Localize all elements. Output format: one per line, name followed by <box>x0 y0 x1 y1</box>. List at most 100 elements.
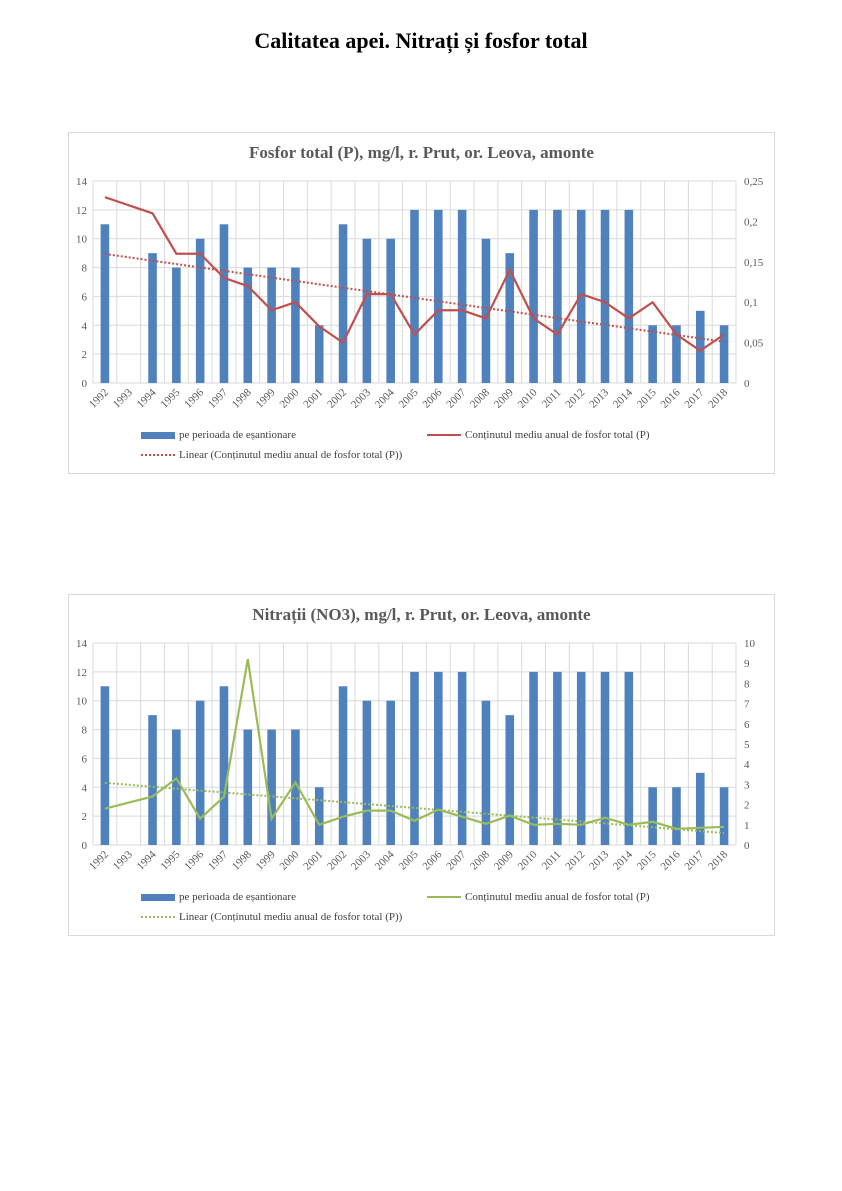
legend-label: Conținutul mediu anual de fosfor total (… <box>465 891 650 903</box>
left-tick-label: 12 <box>76 205 87 217</box>
x-tick-label: 2002 <box>325 387 349 411</box>
bar-2003 <box>362 700 372 845</box>
x-tick-label: 1997 <box>206 848 230 872</box>
x-tick-label: 2015 <box>635 386 659 410</box>
bar-2018 <box>719 325 729 383</box>
right-tick-label: 1 <box>744 820 750 832</box>
bar-2018 <box>719 787 729 845</box>
trend-line <box>104 781 725 835</box>
bar-2008 <box>481 700 491 845</box>
bar-1992 <box>100 224 110 383</box>
legend-bars: pe perioada de eșantionare <box>141 891 296 903</box>
right-tick-label: 0,15 <box>744 257 764 269</box>
x-tick-label: 2011 <box>540 387 564 411</box>
x-tick-label: 1998 <box>230 848 254 872</box>
x-tick-label: 1993 <box>111 848 135 872</box>
right-tick-label: 9 <box>744 658 750 670</box>
x-tick-label: 2008 <box>468 386 492 410</box>
x-tick-label: 2012 <box>563 387 587 411</box>
x-tick-label: 2013 <box>587 386 611 410</box>
x-tick-label: 1998 <box>230 386 254 410</box>
bar-2004 <box>386 700 395 845</box>
bar-2009 <box>505 253 515 383</box>
x-tick-label: 2006 <box>420 848 444 872</box>
x-tick-label: 1995 <box>158 386 182 410</box>
x-tick-label: 2006 <box>420 386 444 410</box>
bar-2000 <box>291 729 300 845</box>
bar-2014 <box>624 209 634 383</box>
x-tick-label: 2007 <box>444 386 468 410</box>
legend-swatch-line <box>427 434 461 436</box>
trend-line <box>104 252 725 343</box>
bar-2002 <box>338 686 348 845</box>
bar-2001 <box>314 787 324 845</box>
bar-2006 <box>434 209 443 383</box>
x-tick-label: 2011 <box>540 849 564 873</box>
x-tick-label: 2009 <box>492 848 516 872</box>
left-tick-label: 8 <box>82 263 88 275</box>
right-tick-label: 8 <box>744 678 750 690</box>
bar-2011 <box>553 671 562 845</box>
bar-1998 <box>243 267 253 383</box>
bar-2011 <box>553 209 562 383</box>
legend-swatch-bars <box>141 431 175 439</box>
bar-1994 <box>148 253 157 383</box>
right-tick-label: 0,05 <box>744 338 764 350</box>
chart-title: Fosfor total (P), mg/l, r. Prut, or. Leo… <box>249 143 594 162</box>
bar-2015 <box>648 787 657 845</box>
bar-2005 <box>410 209 419 383</box>
x-tick-label: 2017 <box>682 848 706 872</box>
legend-bars: pe perioada de eșantionare <box>141 429 296 441</box>
x-tick-label: 2002 <box>325 849 349 873</box>
bar-1992 <box>100 686 110 845</box>
legend-label: Linear (Conținutul mediu anual de fosfor… <box>179 449 403 461</box>
left-tick-label: 6 <box>82 291 88 303</box>
right-tick-label: 0 <box>744 840 750 852</box>
x-tick-label: 2005 <box>397 848 421 872</box>
legend-trend: Linear (Conținutul mediu anual de fosfor… <box>141 449 402 461</box>
bar-2012 <box>576 209 586 383</box>
x-tick-label: 2007 <box>444 848 468 872</box>
x-tick-label: 2001 <box>301 387 325 411</box>
right-tick-label: 7 <box>744 699 750 711</box>
left-tick-label: 10 <box>76 696 88 708</box>
legend-label: pe perioada de eșantionare <box>179 891 296 903</box>
x-tick-label: 1994 <box>135 848 159 872</box>
data-line <box>104 196 725 353</box>
x-tick-label: 2000 <box>278 386 302 410</box>
x-tick-label: 2014 <box>611 848 635 872</box>
bar-2017 <box>695 310 705 383</box>
left-tick-label: 6 <box>82 753 88 765</box>
left-tick-label: 14 <box>76 176 88 188</box>
x-tick-label: 2004 <box>373 386 397 410</box>
left-tick-label: 0 <box>82 378 88 390</box>
left-tick-label: 4 <box>82 320 88 332</box>
x-tick-label: 2018 <box>706 386 730 410</box>
right-tick-label: 0,25 <box>744 176 764 188</box>
right-tick-label: 3 <box>744 779 750 791</box>
bar-2010 <box>529 209 538 383</box>
right-tick-label: 0,2 <box>744 216 758 228</box>
bar-2003 <box>362 238 372 383</box>
left-tick-label: 2 <box>82 811 88 823</box>
x-tick-label: 2014 <box>611 386 635 410</box>
x-tick-label: 1992 <box>87 849 111 873</box>
right-tick-label: 4 <box>744 759 750 771</box>
bar-1996 <box>195 238 205 383</box>
bar-2006 <box>434 671 443 845</box>
bar-2017 <box>695 772 705 845</box>
left-tick-label: 10 <box>76 234 88 246</box>
x-tick-label: 2016 <box>659 386 683 410</box>
left-tick-label: 4 <box>82 782 88 794</box>
x-tick-label: 1993 <box>111 386 135 410</box>
bar-1995 <box>172 267 181 383</box>
right-tick-label: 2 <box>744 800 750 812</box>
x-tick-label: 2018 <box>706 848 730 872</box>
right-tick-label: 10 <box>744 638 756 650</box>
bar-2000 <box>291 267 300 383</box>
legend-label: pe perioada de eșantionare <box>179 429 296 441</box>
legend-label: Conținutul mediu anual de fosfor total (… <box>465 429 650 441</box>
x-tick-label: 2004 <box>373 848 397 872</box>
